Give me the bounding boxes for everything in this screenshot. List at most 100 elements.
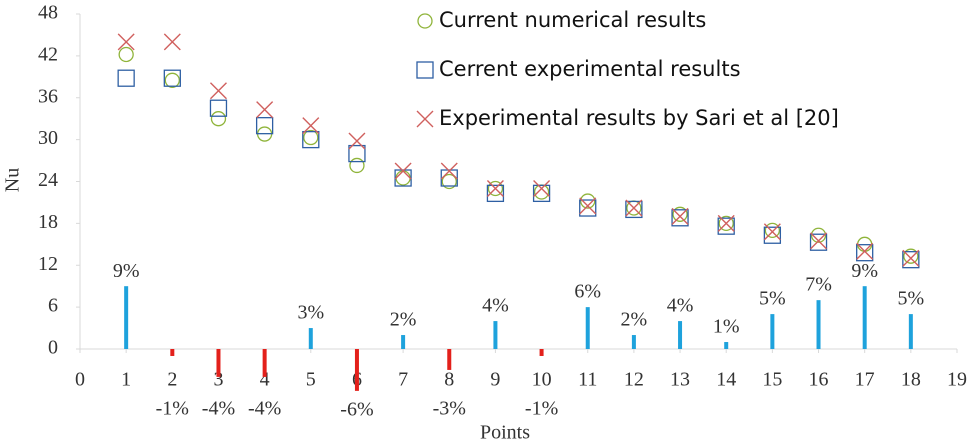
point bbox=[625, 200, 643, 219]
difference-bar bbox=[262, 349, 267, 377]
point bbox=[580, 193, 596, 209]
difference-label: 7% bbox=[805, 274, 832, 296]
point bbox=[209, 82, 227, 100]
x-tick-label: 14 bbox=[716, 369, 736, 391]
point bbox=[302, 130, 320, 149]
difference-label: -6% bbox=[340, 398, 373, 420]
point bbox=[486, 179, 504, 197]
point bbox=[903, 248, 919, 264]
difference-label: 5% bbox=[898, 288, 925, 310]
point bbox=[395, 170, 411, 186]
legend-marker bbox=[416, 110, 434, 128]
difference-bar bbox=[724, 342, 729, 349]
difference-label: 9% bbox=[113, 260, 140, 282]
difference-bar bbox=[308, 328, 313, 349]
point bbox=[440, 162, 458, 180]
legend-label: Cerrent experimental results bbox=[439, 57, 741, 81]
x-tick-label: 9 bbox=[490, 369, 500, 391]
difference-label: -4% bbox=[202, 398, 235, 420]
point bbox=[348, 132, 366, 150]
x-tick-label: 19 bbox=[947, 369, 967, 391]
y-tick-label: 48 bbox=[38, 2, 58, 24]
x-tick-label: 13 bbox=[670, 369, 690, 391]
point bbox=[810, 232, 828, 250]
point bbox=[163, 69, 181, 87]
point bbox=[302, 117, 320, 135]
point bbox=[579, 199, 597, 217]
x-tick-label: 11 bbox=[578, 369, 597, 391]
point bbox=[763, 226, 782, 244]
x-tick-label: 1 bbox=[121, 369, 131, 391]
point bbox=[902, 249, 920, 267]
x-tick-label: 12 bbox=[624, 369, 644, 391]
difference-bar bbox=[124, 286, 129, 349]
x-tick-label: 4 bbox=[260, 369, 270, 391]
point bbox=[625, 199, 643, 217]
difference-label: -1% bbox=[525, 398, 558, 420]
y-tick-label: 30 bbox=[38, 127, 58, 149]
point bbox=[810, 227, 827, 243]
difference-bar bbox=[354, 349, 359, 391]
y-tick-label: 6 bbox=[48, 295, 58, 317]
x-tick-label: 18 bbox=[901, 369, 921, 391]
point bbox=[349, 157, 365, 174]
y-tick-label: 12 bbox=[38, 253, 58, 275]
difference-label: 2% bbox=[390, 309, 417, 331]
difference-label: -3% bbox=[433, 398, 466, 420]
point bbox=[717, 214, 735, 232]
difference-bar bbox=[539, 349, 544, 356]
point bbox=[672, 206, 688, 222]
point bbox=[210, 111, 227, 127]
point bbox=[856, 244, 874, 262]
point bbox=[671, 209, 689, 227]
point bbox=[533, 179, 551, 197]
point bbox=[718, 215, 734, 232]
point bbox=[579, 197, 597, 215]
point bbox=[717, 217, 735, 235]
point bbox=[164, 72, 180, 88]
x-axis-label: Points bbox=[480, 422, 530, 444]
y-tick-label: 18 bbox=[38, 211, 58, 233]
y-tick-label: 24 bbox=[38, 169, 58, 191]
point bbox=[303, 129, 319, 146]
point bbox=[394, 162, 412, 180]
difference-bar bbox=[862, 286, 867, 349]
point bbox=[440, 169, 458, 187]
x-tick-label: 15 bbox=[762, 369, 782, 391]
difference-bar bbox=[678, 321, 683, 349]
legend-label: Current numerical results bbox=[439, 8, 706, 32]
difference-bar bbox=[493, 321, 498, 349]
legend-marker bbox=[416, 61, 434, 79]
x-tick-label: 2 bbox=[167, 369, 177, 391]
point bbox=[163, 33, 181, 51]
legend-marker bbox=[417, 13, 433, 29]
point bbox=[532, 184, 551, 203]
difference-label: -1% bbox=[156, 398, 189, 420]
y-tick-label: 36 bbox=[38, 85, 58, 107]
difference-bar bbox=[447, 349, 452, 370]
point bbox=[394, 169, 412, 187]
difference-label: 9% bbox=[851, 260, 878, 282]
difference-bar bbox=[585, 307, 590, 349]
difference-bar bbox=[170, 349, 175, 356]
difference-bar bbox=[816, 300, 821, 349]
point bbox=[902, 251, 920, 269]
point bbox=[533, 184, 550, 200]
point bbox=[255, 117, 274, 135]
point bbox=[209, 99, 228, 117]
x-tick-label: 8 bbox=[444, 369, 454, 391]
difference-bar bbox=[908, 314, 913, 349]
y-tick-label: 0 bbox=[48, 337, 58, 359]
x-tick-label: 0 bbox=[75, 369, 85, 391]
difference-label: 5% bbox=[759, 288, 786, 310]
difference-bar bbox=[401, 335, 406, 349]
point bbox=[118, 46, 134, 63]
point bbox=[486, 184, 505, 203]
point bbox=[487, 180, 504, 197]
point bbox=[441, 173, 457, 190]
difference-label: 3% bbox=[297, 302, 324, 324]
difference-label: 2% bbox=[621, 309, 648, 331]
point bbox=[763, 223, 781, 241]
difference-bar bbox=[631, 335, 636, 349]
